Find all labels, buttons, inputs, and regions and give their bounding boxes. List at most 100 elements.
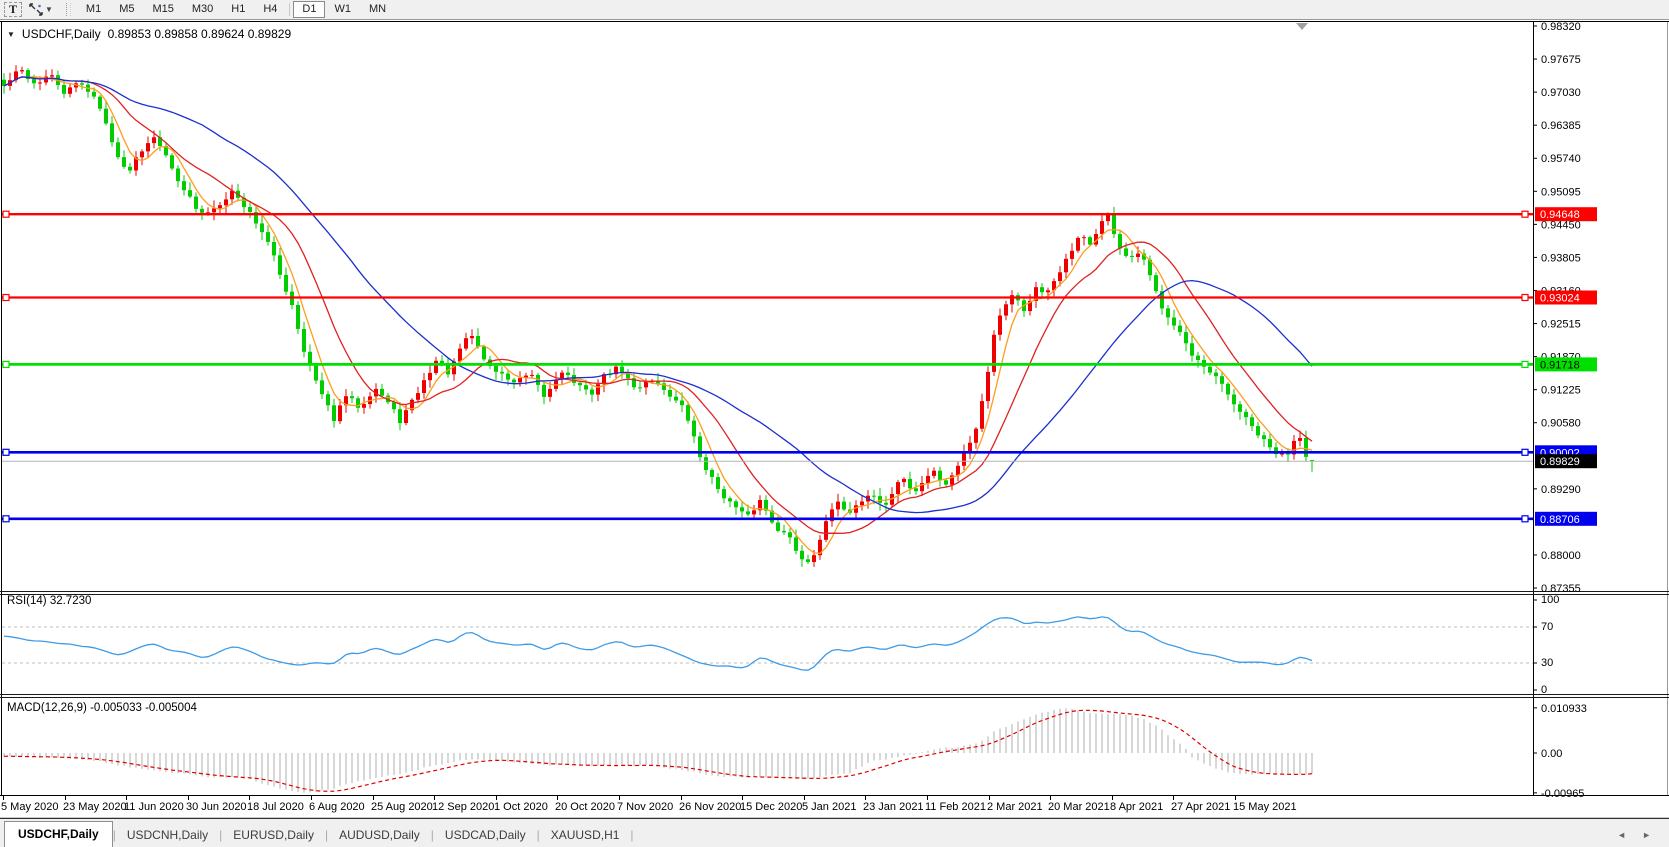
price-tick-label: 0.97030	[1541, 87, 1581, 99]
timeframe-button-M1[interactable]: M1	[77, 1, 110, 18]
timeframe-button-M5[interactable]: M5	[110, 1, 143, 18]
date-tick-label: 30 Jun 2020	[186, 801, 247, 813]
price-tick-label: 0.89290	[1541, 484, 1581, 496]
chart-tabs: USDCHF,Daily | USDCNH,Daily | EURUSD,Daily | A…	[0, 819, 634, 847]
price-tick-label: 0.95095	[1541, 186, 1581, 198]
price-tick-label: 0.96385	[1541, 120, 1581, 132]
svg-text:0.88706: 0.88706	[1540, 514, 1580, 526]
macd-tick-label: 0.00	[1541, 748, 1562, 760]
chart-canvas[interactable]: 0.98320 0.97675 0.97030 0.96385 0.95740 0.950…	[0, 21, 1669, 818]
timeframe-button-H4[interactable]: H4	[254, 1, 286, 18]
horizontal-line-093024[interactable]	[2, 293, 1533, 302]
svg-text:0.93024: 0.93024	[1540, 292, 1580, 304]
price-tick-label: 0.92515	[1541, 319, 1581, 331]
tab-separator: |	[430, 828, 434, 842]
horizontal-line-090002[interactable]	[2, 448, 1533, 456]
price-tag-093024: 0.93024	[1535, 290, 1597, 305]
chart-tab-USDCNHDaily[interactable]: USDCNH,Daily	[126, 828, 209, 842]
chart-tab-EURUSDDaily[interactable]: EURUSD,Daily	[233, 828, 314, 842]
date-tick-label: 5 May 2020	[1, 801, 58, 813]
date-tick-label: 6 Aug 2020	[309, 801, 365, 813]
timeframe-button-M15[interactable]: M15	[143, 1, 182, 18]
timeframe-button-W1[interactable]: W1	[325, 1, 360, 18]
price-tick-label: 0.98320	[1541, 21, 1581, 33]
top-toolbar: T ▼ M1 M5 M15 M30 H1 H4 D1 W1 MN	[0, 0, 1669, 20]
price-tag-088706: 0.88706	[1535, 511, 1597, 526]
timeframe-button-MN[interactable]: MN	[360, 1, 395, 18]
tab-separator: |	[630, 828, 634, 842]
macd-tick-label: 0.010933	[1541, 703, 1587, 715]
macd-signal-line	[3, 709, 1313, 792]
tab-separator: |	[219, 828, 223, 842]
chart-tab-USDCADDaily[interactable]: USDCAD,Daily	[444, 828, 526, 842]
tabs-scroll-left-icon[interactable]: ◄	[1617, 830, 1627, 840]
current-price-tag: 0.89829	[1535, 454, 1597, 468]
price-axis[interactable]: 0.98320 0.97675 0.97030 0.96385 0.95740 0.950…	[1533, 21, 1581, 595]
tab-scroll-arrows: ◄ ►	[1617, 830, 1651, 840]
date-tick-label: 5 Jan 2021	[802, 801, 856, 813]
ma-medium-line	[3, 76, 1313, 534]
date-tick-label: 7 Nov 2020	[617, 801, 673, 813]
price-tick-label: 0.90580	[1541, 418, 1581, 430]
chart-tabbar: USDCHF,Daily | USDCNH,Daily | EURUSD,Daily | A…	[0, 818, 1669, 847]
pane-borders	[0, 21, 1669, 796]
horizontal-line-088706[interactable]	[2, 515, 1533, 523]
price-tick-label: 0.93805	[1541, 252, 1581, 264]
ma-slow-line	[3, 76, 1313, 514]
timeframe-button-H1[interactable]: H1	[222, 1, 254, 18]
horizontal-line-094648[interactable]	[2, 210, 1533, 218]
rsi-tick-label: 70	[1541, 621, 1553, 633]
drawing-tools-button[interactable]: ▼	[26, 2, 56, 17]
date-tick-label: 27 Apr 2021	[1171, 801, 1230, 813]
date-tick-label: 11 Feb 2021	[925, 801, 986, 813]
rsi-tick-label: 30	[1541, 657, 1553, 669]
indicator-axis[interactable]: 100 70 30 0 0.010933 0.00 -0.00965	[1533, 594, 1587, 800]
ma-fast-line	[3, 76, 1313, 555]
timeframe-button-D1[interactable]: D1	[293, 1, 326, 18]
macd-indicator-label: MACD(12,26,9) -0.005033 -0.005004	[7, 702, 197, 714]
tab-separator: |	[324, 828, 329, 842]
svg-text:0.94648: 0.94648	[1540, 209, 1580, 221]
svg-text:0.89829: 0.89829	[1540, 456, 1580, 468]
date-tick-label: 23 May 2020	[63, 801, 127, 813]
text-tool-button[interactable]: T	[4, 2, 22, 17]
symbol-menu-chevron-down-icon[interactable]: ▼	[7, 29, 15, 39]
date-tick-label: 8 Apr 2021	[1110, 801, 1163, 813]
price-tick-label: 0.88000	[1541, 550, 1581, 562]
date-tick-label: 15 Dec 2020	[740, 801, 802, 813]
rsi-tick-label: 100	[1541, 594, 1559, 606]
date-tick-label: 1 Oct 2020	[494, 801, 548, 813]
rsi-tick-label: 0	[1541, 684, 1547, 696]
price-tick-label: 0.97675	[1541, 54, 1581, 66]
date-tick-label: 20 Mar 2021	[1048, 801, 1110, 813]
rsi-indicator-label: RSI(14) 32.7230	[7, 595, 92, 607]
price-tick-label: 0.91225	[1541, 385, 1581, 397]
date-tick-label: 12 Sep 2020	[432, 801, 494, 813]
chart-tab-AUDUSDDaily[interactable]: AUDUSD,Daily	[339, 828, 420, 842]
chart-shift-icon[interactable]	[1296, 23, 1308, 30]
date-tick-label: 15 May 2021	[1233, 801, 1297, 813]
chart-title: ▼ USDCHF,Daily 0.89853 0.89858 0.89624 0…	[7, 27, 291, 41]
horizontal-line-091718[interactable]	[2, 360, 1533, 368]
price-tick-label: 0.94450	[1541, 219, 1581, 231]
macd-tick-label: -0.00965	[1541, 788, 1584, 800]
date-tick-label: 18 Jul 2020	[247, 801, 304, 813]
chart-tab-XAUUSDH1[interactable]: XAUUSD,H1	[550, 828, 620, 842]
chart-window[interactable]: 0.98320 0.97675 0.97030 0.96385 0.95740 0.950…	[0, 21, 1669, 818]
date-tick-label: 20 Oct 2020	[555, 801, 615, 813]
chevron-down-icon: ▼	[45, 5, 53, 14]
timeframe-group: M1 M5 M15 M30 H1 H4 D1 W1 MN	[77, 0, 395, 19]
price-tick-label: 0.95740	[1541, 153, 1581, 165]
arrows-tool-icon	[29, 3, 43, 16]
chart-tab-USDCHFDaily[interactable]: USDCHF,Daily	[4, 821, 113, 847]
ohlc-values: 0.89853 0.89858 0.89624 0.89829	[107, 27, 292, 41]
svg-text:0.91718: 0.91718	[1540, 359, 1580, 371]
timeframe-button-M30[interactable]: M30	[183, 1, 222, 18]
tabs-scroll-right-icon[interactable]: ►	[1642, 830, 1651, 840]
date-tick-label: 26 Nov 2020	[679, 801, 741, 813]
price-tick-label: 0.87355	[1541, 583, 1581, 595]
timeframe-separator	[289, 3, 291, 16]
date-tick-label: 25 Aug 2020	[371, 801, 433, 813]
